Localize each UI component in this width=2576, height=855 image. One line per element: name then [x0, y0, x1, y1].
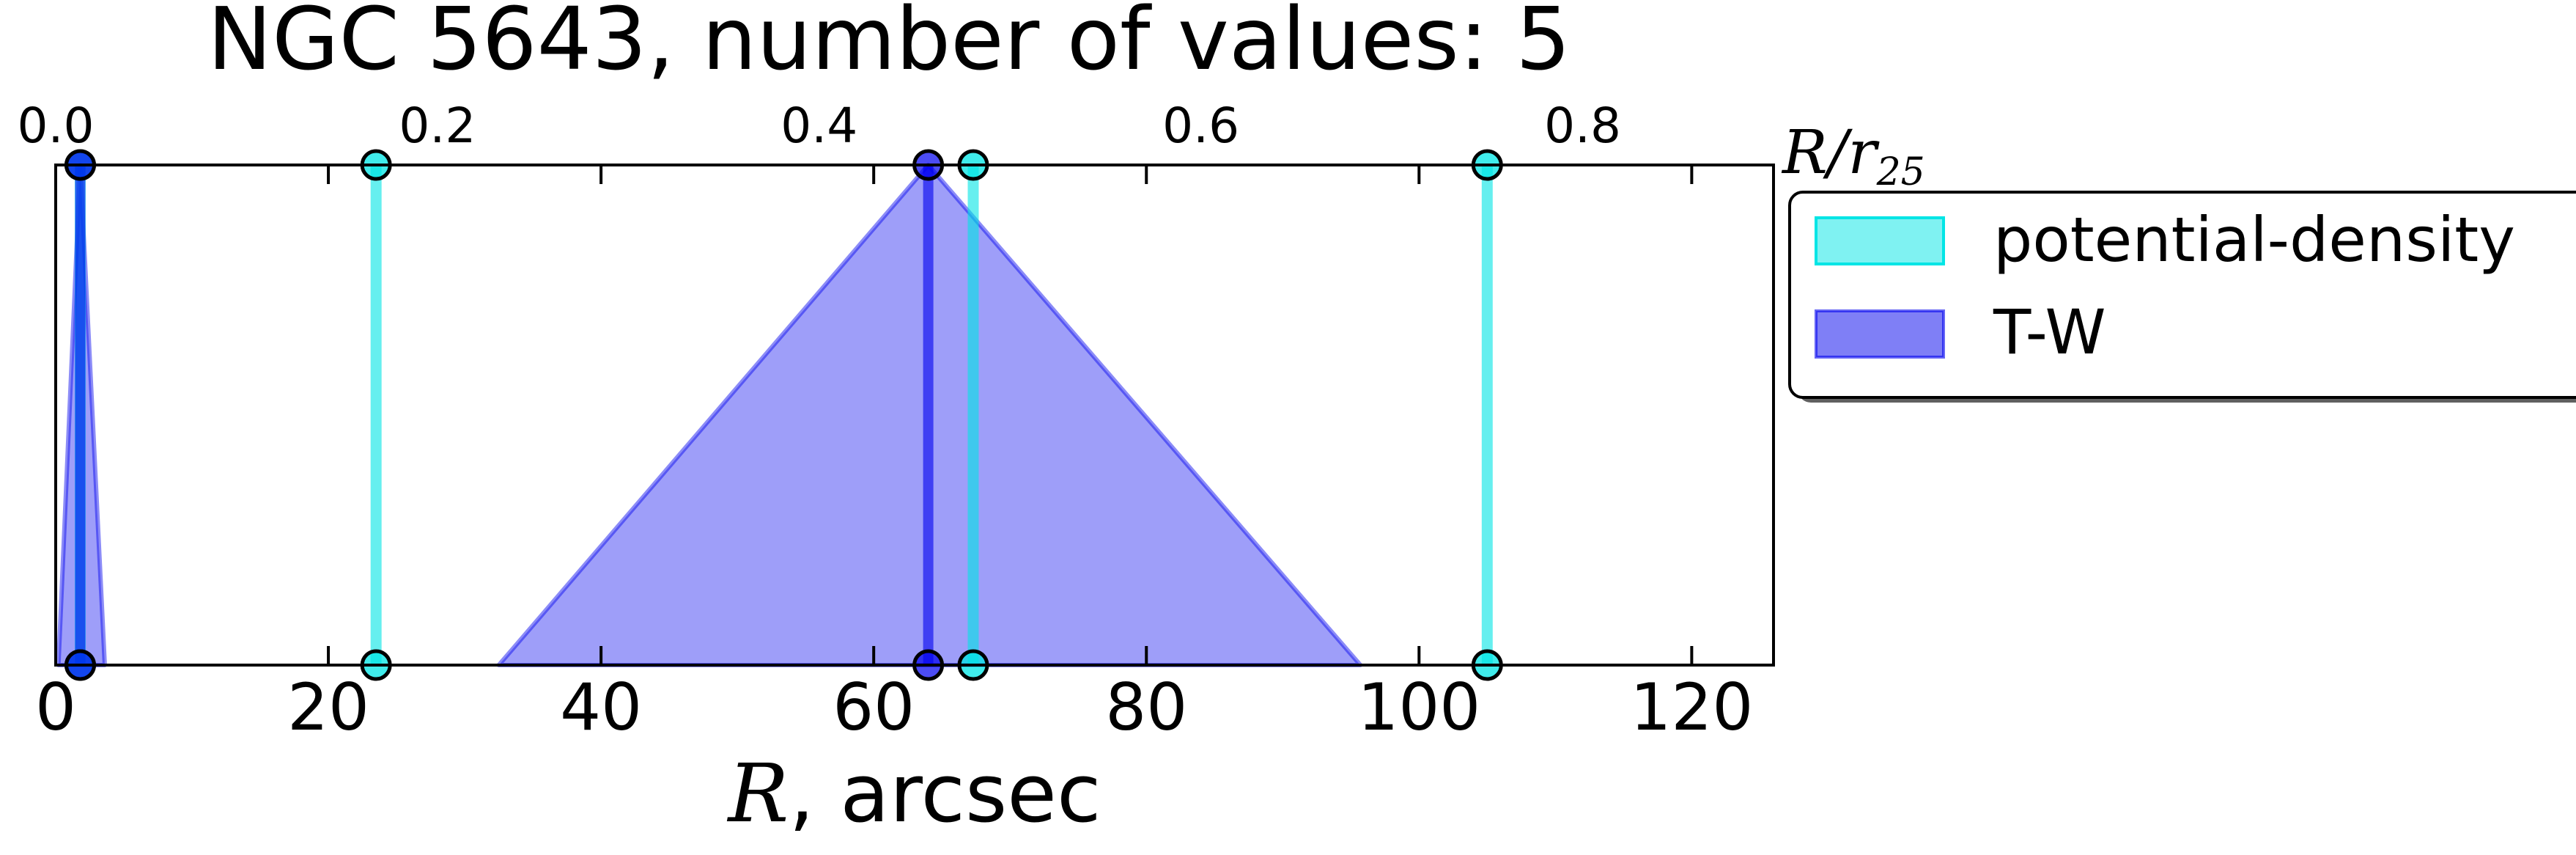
chart-title: NGC 5643, number of values: 5 — [207, 0, 1571, 89]
top-axis-label-main: R/r — [1781, 118, 1880, 188]
legend-swatch-potential-density — [1815, 216, 1945, 265]
legend-label-potential-density: potential-density — [1993, 204, 2515, 276]
x-tick-label-4: 80 — [1105, 669, 1187, 745]
top-x-tick-label-4: 0.8 — [1544, 98, 1621, 154]
top-axis-label: R/r25 — [1781, 118, 1925, 194]
bottom-axis-ticks: 0 20 40 60 80 100 120 — [35, 165, 1753, 745]
top-axis-ticks: 0.0 0.2 0.4 0.6 0.8 — [18, 98, 1622, 154]
top-x-tick-label-3: 0.6 — [1162, 98, 1239, 154]
x-tick-label-3: 60 — [833, 669, 915, 745]
plot-frame — [54, 164, 1775, 667]
top-axis-label-sub: 25 — [1876, 150, 1925, 194]
x-tick-label-5: 100 — [1357, 669, 1480, 745]
x-tick-label-2: 40 — [560, 669, 642, 745]
legend: potential-density T-W — [1788, 191, 2576, 403]
x-axis-label: R, arcsec — [727, 746, 1101, 840]
x-axis-label-main: R — [727, 746, 789, 840]
top-x-tick-label-0: 0.0 — [18, 98, 95, 154]
legend-label-t-w: T-W — [1993, 296, 2106, 368]
x-tick-label-0: 0 — [35, 669, 76, 745]
x-tick-label-1: 20 — [287, 669, 369, 745]
plot-area — [56, 149, 1503, 681]
x-axis-label-unit: , arcsec — [789, 746, 1101, 840]
legend-swatch-t-w — [1815, 309, 1945, 359]
top-x-tick-label-1: 0.2 — [399, 98, 476, 154]
legend-box — [1788, 191, 2576, 399]
top-x-tick-label-2: 0.4 — [780, 98, 857, 154]
x-tick-label-6: 120 — [1630, 669, 1753, 745]
